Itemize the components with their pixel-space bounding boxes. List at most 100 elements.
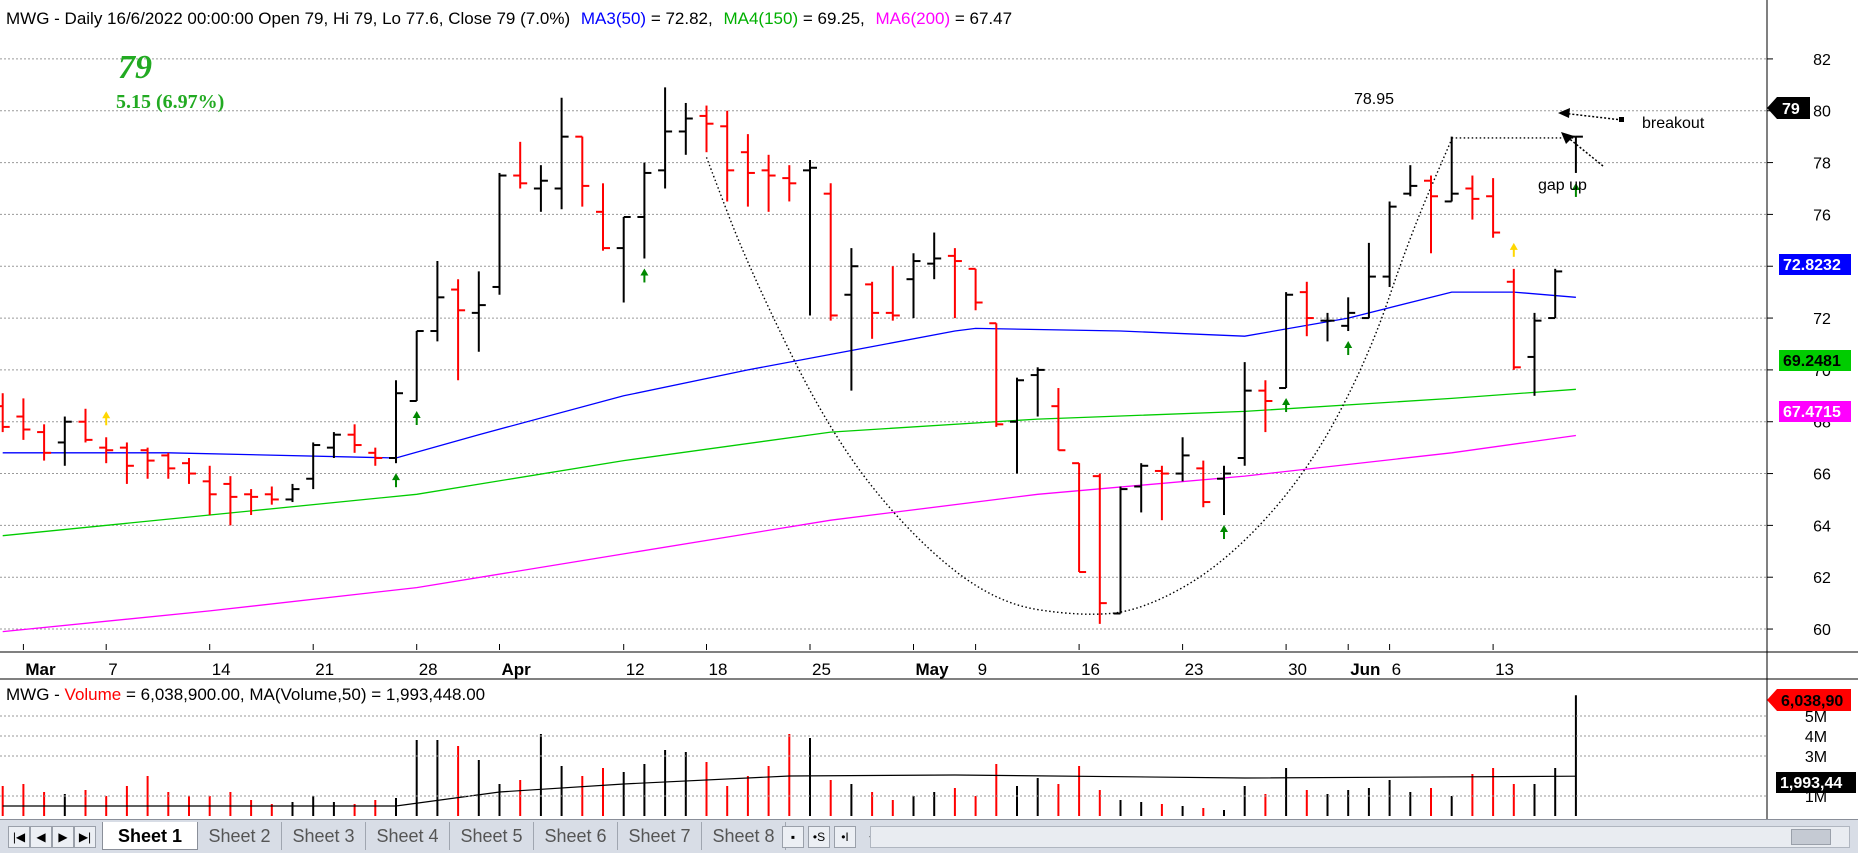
ohlc-bar: [182, 458, 196, 484]
volume-header-value: = 6,038,900.00, MA(Volume,50) = 1,993,44…: [126, 685, 485, 704]
ohlc-bar: [264, 486, 279, 505]
ohlc-bar: [1217, 465, 1231, 516]
ohlc-bar: [1548, 268, 1563, 320]
volume-header: MWG - Volume = 6,038,900.00, MA(Volume,5…: [6, 685, 485, 704]
tab-sheet-8[interactable]: Sheet 8: [702, 822, 786, 850]
ohlc-bar: [1444, 136, 1459, 203]
x-tick-label: May: [916, 660, 950, 679]
y-tick-label: 62: [1813, 570, 1831, 587]
y-tick-label: 82: [1813, 52, 1831, 69]
x-tick-label: 9: [978, 660, 987, 679]
x-tick-label: 14: [212, 660, 231, 679]
stock-chart: 606264666870727476788082 Mar7142128Apr12…: [0, 0, 1858, 819]
ohlc-bar: [368, 447, 383, 466]
next-icon[interactable]: ▶: [52, 826, 74, 848]
ohlc-bar: [306, 442, 321, 490]
ohlc-bar: [1134, 463, 1149, 513]
tab-sheet-7[interactable]: Sheet 7: [618, 822, 702, 850]
volume-tick-label: 4M: [1805, 729, 1827, 746]
date-axis: Mar 7 14 21 28 Apr 12 18 25 May 9 16 23 30 Jun 6 13: [22, 644, 1514, 679]
buy-signal-arrow: [1571, 182, 1580, 197]
y-tick-label: 72: [1813, 311, 1831, 328]
horizontal-scrollbar[interactable]: [870, 826, 1850, 848]
ohlc-bar: [1175, 437, 1190, 482]
ohlc-bar: [1382, 201, 1397, 287]
ohlc-bar: [1486, 178, 1501, 238]
volume-axis: 1M 3M 4M 5M: [0, 709, 1827, 806]
ohlc-bar: [202, 465, 217, 516]
warning-signal-arrow: [1509, 242, 1518, 257]
insert-tool-icon[interactable]: •I: [834, 826, 856, 848]
buy-signal-arrow: [392, 473, 400, 488]
ohlc-bar: [389, 380, 403, 464]
big-change: 5.15 (6.97%): [116, 91, 224, 113]
volume-header-prefix: MWG -: [6, 685, 65, 704]
last-icon[interactable]: ▶|: [74, 826, 96, 848]
scrollbar-thumb[interactable]: [1791, 829, 1831, 845]
x-tick-label: 21: [315, 660, 334, 679]
arrow-head: [102, 411, 111, 419]
breakout-annotation: breakout: [1642, 115, 1705, 132]
ma-line-0: [2, 291, 1576, 459]
arrow-head: [392, 473, 400, 481]
warning-signal-arrow: [102, 411, 111, 426]
ohlc-bar: [1527, 312, 1542, 396]
ohlc-bar: [968, 267, 983, 311]
tab-sheet-2[interactable]: Sheet 2: [198, 822, 282, 850]
ohlc-bar: [989, 322, 1004, 427]
arrow-head: [1571, 182, 1580, 190]
arrow-head: [412, 410, 421, 418]
ohlc-bar: [1092, 473, 1107, 624]
breakout-arrow: [1558, 108, 1624, 122]
ohlc-bar: [513, 141, 528, 189]
ohlc-bar: [554, 97, 569, 210]
header-ma200-value: = 67.47: [955, 9, 1012, 28]
ohlc-bar: [1320, 312, 1335, 342]
x-tick-label: 13: [1495, 660, 1514, 679]
buy-signal-arrow: [1282, 398, 1291, 413]
tab-sheet-5[interactable]: Sheet 5: [450, 822, 534, 850]
arrow-head: [640, 268, 649, 276]
header-ma150-value: = 69.25,: [803, 9, 865, 28]
x-tick-label: 18: [709, 660, 728, 679]
ohlc-bar: [823, 183, 838, 321]
ohlc-bar: [885, 266, 900, 321]
ohlc-bar: [16, 398, 31, 440]
volume-ma-line: [2, 774, 1576, 807]
ohlc-bar: [1279, 292, 1294, 390]
ohlc-bar: [865, 281, 880, 339]
ohlc-bar: [430, 261, 445, 342]
x-tick-label: 7: [108, 660, 117, 679]
tab-sheet-6[interactable]: Sheet 6: [534, 822, 618, 850]
y-tick-label: 60: [1813, 622, 1831, 639]
ohlc-bar: [927, 232, 942, 280]
x-tick-label: 28: [419, 660, 438, 679]
ohlc-bar: [1237, 362, 1252, 466]
ohlc-bar: [471, 271, 486, 352]
ma50-badge-text: 72.8232: [1783, 257, 1841, 274]
ohlc-bar: [658, 87, 673, 189]
tab-sheet-3[interactable]: Sheet 3: [282, 822, 366, 850]
lock-icon[interactable]: ▪: [782, 826, 804, 848]
volume-ma-badge: 1,993,44: [1776, 772, 1856, 793]
sheet-tool-icon[interactable]: •S: [808, 826, 830, 848]
arrow-head: [1220, 525, 1228, 533]
ohlc-bar: [947, 248, 962, 319]
ohlc-bar: [1465, 175, 1480, 220]
tab-sheet-4[interactable]: Sheet 4: [366, 822, 450, 850]
price-bars: [0, 87, 1583, 624]
tab-sheet-1[interactable]: Sheet 1: [102, 822, 198, 850]
ohlc-bar: [740, 134, 755, 207]
last-price-badge: 79: [1767, 97, 1810, 119]
volume-header-label: Volume: [65, 685, 122, 704]
ohlc-bar: [326, 432, 341, 459]
first-icon[interactable]: |◀: [8, 826, 30, 848]
prev-icon[interactable]: ◀: [30, 826, 52, 848]
ma200-badge: 67.4715: [1779, 401, 1851, 422]
signal-arrows: [102, 182, 1580, 540]
ohlc-bar: [409, 330, 424, 402]
ohlc-bar: [1403, 165, 1418, 197]
ohlc-bar: [161, 452, 176, 479]
ohlc-bar: [223, 476, 238, 526]
ohlc-bar: [533, 165, 548, 212]
